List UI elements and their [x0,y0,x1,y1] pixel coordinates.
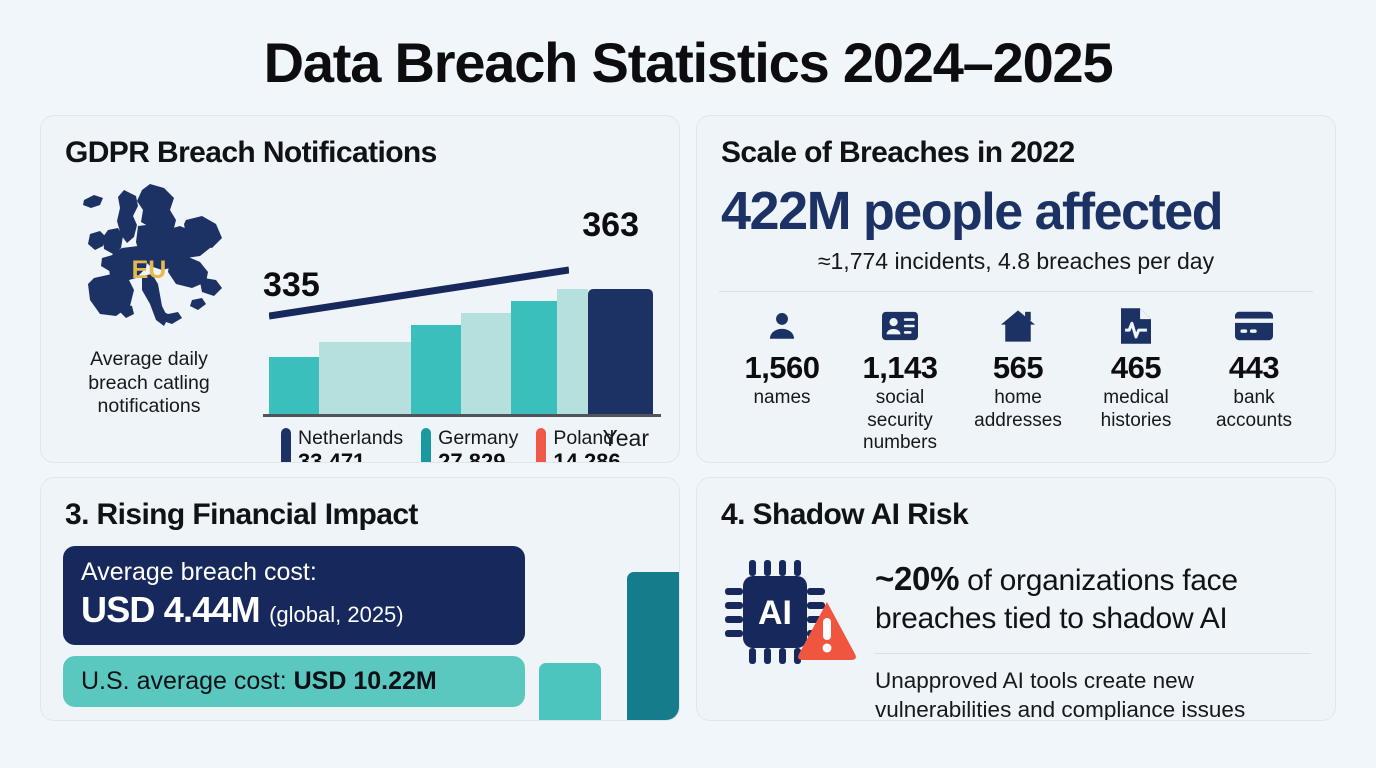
global-cost-value: USD 4.44M [81,588,261,630]
panel1-map-column: EU Average daily breach catling notifica… [61,178,237,440]
breach-stat-label: home addresses [974,386,1062,431]
panel2-subtitle: ≈1,774 incidents, 4.8 breaches per day [817,247,1215,274]
panel3-cards: Average breach cost: USD 4.44M (global, … [63,545,525,720]
panel3-title: 3. Rising Financial Impact [65,497,418,531]
breach-stat-item: 465 medical histories [1077,306,1195,455]
credit-card-icon [1195,306,1313,346]
chart-bar [556,288,588,414]
breach-stat-label: social security numbers [863,386,937,454]
chart-bar [411,325,461,414]
breach-stat-item: 1,143 social security numbers [841,306,959,455]
chart-bars [269,264,653,414]
chart-bar [510,300,557,414]
legend-swatch [536,427,547,462]
us-cost-label: U.S. average cost: [81,666,294,695]
chart-first-value-label: 335 [263,265,320,304]
panel-grid: GDPR Breach Notifications [40,114,1336,721]
panel2-title: Scale of Breaches in 2022 [721,135,1075,169]
panel4-text: ~20% of organizations face breaches tied… [875,548,1311,721]
chart-last-value-label: 363 [582,205,639,244]
breach-stat-item: 565 home addresses [959,306,1077,455]
global-cost-note: (global, 2025) [269,601,404,627]
panel4-divider [875,652,1311,654]
breach-stat-value: 1,560 [744,349,820,385]
panel1-title: GDPR Breach Notifications [65,135,437,169]
legend-value: 14,286 [553,449,621,463]
legend-label: Germany [438,426,519,449]
legend-item: Netherlands 33,471 [281,426,404,463]
legend-value: 27,829 [438,449,506,463]
breach-stat-value: 1,143 [862,349,938,385]
financial-bar [539,662,601,720]
chart-x-axis-label: Year [602,424,649,451]
id-card-icon [841,306,959,346]
gdpr-bar-chart: 335 363 Year [251,206,661,451]
breach-stat-item: 443 bank accounts [1195,306,1313,455]
headline-rest: people affected [850,182,1223,241]
home-icon [959,306,1077,346]
breach-stat-value: 565 [992,349,1044,385]
panel2-headline: 422M people affected [697,170,1335,242]
chart-axis-line [263,413,661,417]
breach-stat-label: names [753,386,811,408]
chart-bar [587,288,653,414]
legend-swatch [281,427,291,462]
breach-stat-label: bank accounts [1215,386,1293,431]
breach-stats-row: 1,560 names 1,143 social security numbers 56… [697,292,1335,455]
financial-bar [627,571,679,720]
eu-map-label: EU [131,255,167,284]
ai-chip-icon: AI [719,548,859,678]
breach-stat-label: medical histories [1100,386,1172,431]
panel3-body: Average breach cost: USD 4.44M (global, … [41,532,679,720]
legend-label: Poland [553,426,615,449]
legend-label: Netherlands [298,426,404,449]
person-icon [723,306,841,346]
panel1-caption: Average daily breach catling notificatio… [88,347,210,418]
medical-file-icon [1077,306,1195,346]
headline-number: 422M [721,180,852,241]
chart-bar [318,342,412,414]
shadow-ai-headline: ~20% of organizations face breaches tied… [875,558,1311,639]
financial-bars [539,554,679,720]
europe-map-icon: EU [64,178,234,346]
panel4-body: AI ~20% of organizations face breaches t… [697,532,1335,721]
ai-chip-text: AI [758,594,792,632]
panel-shadow-ai-risk: 4. Shadow AI Risk [696,476,1336,721]
panel4-title: 4. Shadow AI Risk [721,497,969,531]
shadow-ai-headline-rest: of organizations face breaches tied to s… [875,563,1238,636]
panel-rising-financial-impact: 3. Rising Financial Impact Average breac… [40,476,680,721]
breach-stat-value: 443 [1228,349,1280,385]
shadow-ai-note: Unapproved AI tools create new vulnerabi… [875,667,1246,721]
global-cost-value-row: USD 4.44M (global, 2025) [81,589,507,631]
shadow-ai-percent: ~20% [875,559,960,597]
panel1-chart-column: 335 363 Year Netherlands 33,471 Germany 27,… [237,178,661,462]
panel-scale-of-breaches: Scale of Breaches in 2022 422M people af… [696,114,1336,463]
global-cost-card: Average breach cost: USD 4.44M (global, … [63,545,525,645]
page-title: Data Breach Statistics 2024–2025 [263,31,1114,94]
global-cost-label: Average breach cost: [81,557,317,586]
panel2-divider [719,290,1313,292]
legend-item: Poland 14,286 [536,426,621,463]
chart-bar [460,312,511,414]
warning-triangle-icon [798,601,856,660]
legend-value: 33,471 [298,449,366,463]
chart-legend: Netherlands 33,471 Germany 27,829 Poland 14,2… [251,414,661,463]
legend-swatch [421,427,432,462]
chart-bar [269,356,319,414]
panel1-body: EU Average daily breach catling notifica… [41,170,679,462]
chart-trend-line [269,266,569,320]
us-cost-value: USD 10.22M [293,666,437,695]
us-cost-card: U.S. average cost: USD 10.22M [63,655,525,707]
breach-stat-item: 1,560 names [723,306,841,455]
panel-gdpr-breach-notifications: GDPR Breach Notifications [40,114,680,463]
legend-item: Germany 27,829 [421,426,519,463]
breach-stat-value: 465 [1110,349,1162,385]
panel3-chart [525,546,679,720]
